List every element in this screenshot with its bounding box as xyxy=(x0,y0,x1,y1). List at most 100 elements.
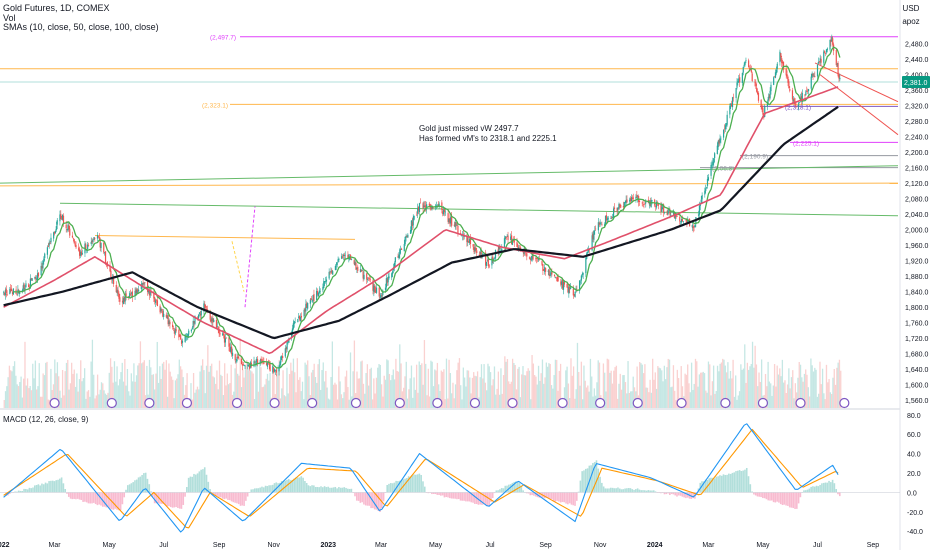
candle-body xyxy=(94,238,96,239)
macd-hist-bar xyxy=(588,465,591,493)
candle-body xyxy=(616,207,618,212)
volume-bar xyxy=(751,341,754,408)
macd-hist-bar xyxy=(615,488,617,493)
candle-body xyxy=(810,76,812,89)
volume-bar xyxy=(732,359,734,408)
volume-bar xyxy=(469,377,471,408)
volume-bar xyxy=(11,371,13,408)
macd-hist-bar xyxy=(26,489,29,493)
macd-hist-bar xyxy=(264,485,267,493)
macd-hist-bar xyxy=(647,490,650,493)
price-tick-label: 2,000.0 xyxy=(905,228,928,235)
candle-body xyxy=(187,333,189,337)
candle-body xyxy=(5,288,7,294)
candle-body xyxy=(693,226,695,228)
macd-hist-bar xyxy=(590,465,592,493)
macd-hist-bar xyxy=(305,483,308,493)
macd-hist-bar xyxy=(150,491,152,493)
volume-bar xyxy=(458,358,461,408)
candle-body xyxy=(304,308,306,312)
macd-hist-bar xyxy=(309,486,312,493)
volume-bar xyxy=(665,379,667,408)
macd-hist-bar xyxy=(393,482,396,493)
volume-bar xyxy=(251,371,253,408)
volume-bar xyxy=(798,361,800,408)
volume-bar xyxy=(753,367,755,408)
candle-body xyxy=(698,205,701,215)
candle-body xyxy=(717,140,719,148)
candle-body xyxy=(69,228,71,236)
candle-body xyxy=(290,332,293,338)
macd-hist-bar xyxy=(67,492,70,497)
macd-hist-bar xyxy=(595,460,598,493)
macd-hist-bar xyxy=(810,486,812,493)
macd-hist-bar xyxy=(432,492,435,494)
volume-bar xyxy=(559,363,562,408)
candle-body xyxy=(542,264,544,271)
volume-bar xyxy=(248,370,250,408)
volume-bar xyxy=(390,380,392,408)
volume-bar xyxy=(602,363,605,408)
volume-bar xyxy=(670,387,672,408)
macd-hist-bar xyxy=(55,480,58,493)
volume-bar xyxy=(86,391,88,408)
macd-hist-bar xyxy=(23,488,25,493)
volume-bar xyxy=(574,398,576,408)
price-tick-label: 1,960.0 xyxy=(905,243,928,250)
candle-body xyxy=(814,76,816,77)
volume-bar xyxy=(524,375,527,408)
volume-bar xyxy=(628,392,630,408)
volume-bar xyxy=(523,375,525,408)
volume-bar xyxy=(436,362,439,408)
macd-hist-bar xyxy=(379,492,381,512)
macd-hist-bar xyxy=(434,492,437,495)
macd-hist-bar xyxy=(275,482,278,493)
volume-bar xyxy=(838,359,841,408)
macd-hist-bar xyxy=(837,492,839,495)
macd-hist-bar xyxy=(148,484,151,493)
candle-body xyxy=(78,247,80,251)
macd-hist-bar xyxy=(202,469,204,493)
currency-box[interactable]: USD apoz xyxy=(896,4,926,26)
scale-mode-label[interactable]: apoz xyxy=(902,17,920,26)
candle-body xyxy=(607,217,609,220)
candle-body xyxy=(341,256,343,259)
candle-body xyxy=(644,203,646,204)
candle-body xyxy=(313,294,315,301)
volume-bar xyxy=(120,372,122,408)
candle-body xyxy=(311,301,313,302)
macd-hist-bar xyxy=(173,492,176,508)
candle-body xyxy=(130,292,133,294)
volume-bar xyxy=(286,367,288,408)
volume-bar xyxy=(358,378,361,408)
volume-bar xyxy=(824,399,826,408)
volume-bar xyxy=(373,378,375,408)
volume-bar xyxy=(336,399,339,408)
volume-bar xyxy=(421,363,423,408)
candle-body xyxy=(337,259,339,262)
candle-body xyxy=(670,214,672,217)
volume-bar xyxy=(413,377,415,408)
candle-body xyxy=(316,290,318,301)
volume-bar xyxy=(291,370,293,408)
macd-hist-bar xyxy=(191,476,194,493)
event-marker-icon xyxy=(632,397,643,409)
volume-bar xyxy=(169,371,171,408)
volume-bar xyxy=(816,396,819,408)
volume-bar xyxy=(181,369,183,408)
volume-bar xyxy=(687,364,689,408)
volume-bar xyxy=(508,381,510,408)
volume-bar xyxy=(530,399,532,408)
candle-body xyxy=(224,338,226,343)
volume-bar xyxy=(313,363,315,408)
macd-hist-bar xyxy=(838,492,841,497)
macd-hist-bar xyxy=(604,488,607,493)
candle-body xyxy=(404,236,406,245)
macd-hist-bar xyxy=(819,484,821,493)
volume-bar xyxy=(126,369,129,408)
candle-body xyxy=(687,219,689,223)
candle-body xyxy=(205,306,207,308)
candle-body xyxy=(676,216,678,217)
volume-bar xyxy=(740,364,742,408)
macd-hist-bar xyxy=(80,492,83,500)
